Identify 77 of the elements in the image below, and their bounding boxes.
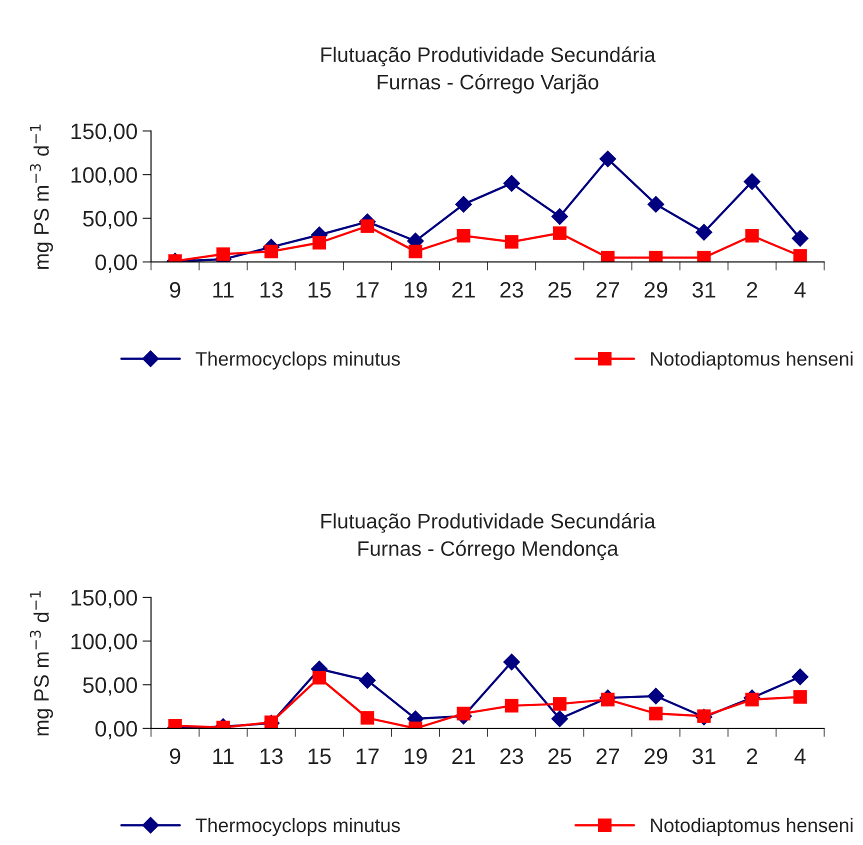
point	[745, 228, 759, 243]
x-tick-label: 9	[170, 282, 180, 298]
point	[793, 690, 807, 704]
y-tick-label: 0,00	[95, 720, 137, 740]
x-tick-label: 11	[213, 748, 234, 764]
point	[504, 698, 518, 712]
point	[360, 711, 374, 725]
point	[648, 688, 664, 704]
x-tick-label: 23	[500, 748, 524, 764]
point	[649, 250, 663, 262]
point	[456, 706, 470, 720]
point	[360, 219, 374, 233]
point	[744, 173, 760, 190]
point	[792, 230, 808, 247]
legend-label: Notodiaptomus henseni	[651, 351, 852, 370]
y-tick-label: 50,00	[83, 210, 137, 230]
legend-label: Thermocyclops minutus	[196, 351, 400, 370]
y-tick-label: 150,00	[72, 124, 137, 142]
point	[649, 706, 663, 720]
x-tick-label: 4	[794, 282, 806, 298]
x-tick-label: 21	[452, 748, 475, 764]
point	[503, 174, 520, 192]
point	[408, 244, 422, 258]
x-tick-label: 25	[548, 748, 572, 764]
point	[696, 224, 712, 241]
point	[551, 710, 568, 728]
point	[552, 226, 566, 240]
x-tick-label: 2	[746, 282, 758, 298]
point	[599, 150, 616, 168]
point	[312, 236, 326, 250]
y-axis-title: mg PS m$^{−3}$ d$^{−1}$	[30, 124, 53, 269]
x-tick-label: 9	[170, 748, 180, 764]
x-tick-label: 27	[596, 748, 620, 764]
x-tick-label: 23	[500, 282, 524, 298]
point	[792, 668, 808, 686]
x-tick-label: 13	[260, 748, 283, 764]
x-tick-label: 17	[356, 282, 379, 298]
y-tick-label: 0,00	[95, 254, 137, 273]
legend-label: Notodiaptomus henseni	[651, 818, 852, 836]
point	[551, 208, 568, 225]
x-tick-label: 13	[260, 282, 283, 298]
chart-title: Flutuação Produtividade Secundária Furnas - Córrego Varjão	[321, 46, 656, 94]
y-axis-title: mg PS m$^{−3}$ d$^{−1}$	[30, 591, 53, 736]
point	[359, 672, 376, 689]
chart-title: Flutuação Produtividade Secundária Furnas - Córrego Mendonça	[321, 512, 656, 560]
point	[648, 196, 664, 213]
x-tick-label: 15	[308, 282, 331, 298]
point	[793, 249, 807, 262]
x-tick-label: 19	[404, 282, 427, 298]
y-tick-label: 50,00	[83, 677, 137, 696]
x-tick-label: 19	[404, 748, 427, 764]
y-tick-label: 150,00	[72, 590, 137, 608]
point	[455, 196, 472, 213]
x-tick-label: 31	[692, 282, 716, 298]
x-tick-label: 4	[794, 748, 806, 764]
point	[601, 250, 615, 262]
point	[504, 235, 518, 249]
x-tick-label: 27	[596, 282, 620, 298]
x-tick-label: 29	[644, 282, 668, 298]
point	[552, 697, 566, 711]
x-tick-label: 11	[213, 282, 234, 298]
point	[312, 670, 326, 685]
point	[216, 247, 230, 261]
x-tick-label: 25	[548, 282, 572, 298]
point	[456, 228, 470, 243]
x-tick-label: 31	[692, 748, 716, 764]
x-tick-label: 15	[308, 748, 331, 764]
point	[697, 250, 711, 262]
point	[264, 244, 278, 258]
y-tick-label: 100,00	[72, 167, 137, 186]
x-tick-label: 17	[356, 748, 379, 764]
x-tick-label: 29	[644, 748, 668, 764]
legend-label: Thermocyclops minutus	[196, 818, 400, 836]
y-tick-label: 100,00	[72, 634, 137, 652]
x-tick-label: 2	[746, 748, 758, 764]
point	[503, 654, 520, 670]
x-tick-label: 21	[452, 282, 475, 298]
